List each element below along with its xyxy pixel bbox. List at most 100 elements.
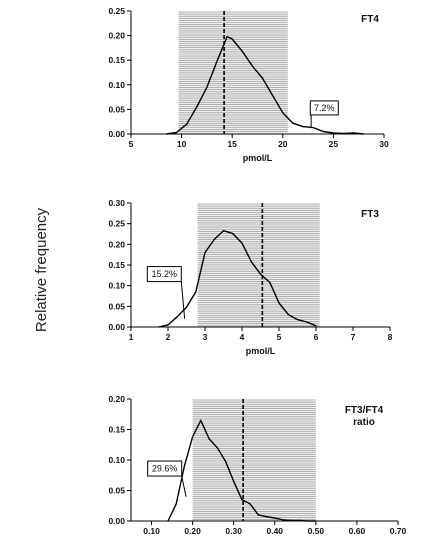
x-tick-label: 0.30 xyxy=(225,526,242,536)
y-tick-label: 0.05 xyxy=(108,486,125,496)
frequency-point xyxy=(196,106,198,108)
frequency-point xyxy=(241,242,243,244)
x-tick-label: 20 xyxy=(278,139,288,149)
frequency-point xyxy=(257,514,259,516)
x-tick-label: 1 xyxy=(129,332,134,342)
annotation-box xyxy=(309,100,339,116)
frequency-point xyxy=(363,133,365,135)
x-tick-label: 0.50 xyxy=(308,526,325,536)
frequency-point xyxy=(307,520,309,522)
x-tick-label: 8 xyxy=(388,332,393,342)
frequency-point xyxy=(183,465,185,467)
y-tick-label: 0.15 xyxy=(108,425,125,435)
x-tick-label: 5 xyxy=(277,332,282,342)
x-axis-label: pmol/L xyxy=(243,153,273,163)
frequency-point xyxy=(342,132,345,135)
panel-title-line: FT3/FT4 xyxy=(345,405,384,416)
ft3-panel: 1 2 3 4 5 6 7 8 0.00 0.05 0.10 0.15 0.20 0.25 0.30 pmol… xyxy=(108,198,392,356)
y-tick-label: 0.15 xyxy=(108,55,125,65)
frequency-point xyxy=(226,36,228,38)
annotation-label: 7.2% xyxy=(314,103,335,113)
ft3-ft4-ratio-panel: 0.10 0.20 0.30 0.40 0.50 0.60 0.70 0.00 0.05 0.10… xyxy=(108,394,406,536)
frequency-point xyxy=(167,520,169,522)
frequency-point xyxy=(213,238,215,240)
y-tick-label: 0.20 xyxy=(108,31,125,41)
frequency-point xyxy=(269,281,271,283)
x-axis-label: pmol/L xyxy=(246,346,276,356)
frequency-point xyxy=(233,480,235,482)
frequency-point xyxy=(222,230,225,232)
x-tick-label: 0.40 xyxy=(266,526,283,536)
y-tick-label: 0.10 xyxy=(108,281,125,291)
frequency-point xyxy=(312,127,314,129)
x-tick-label: 25 xyxy=(329,139,339,149)
frequency-point xyxy=(290,519,292,522)
annotation-box xyxy=(146,266,182,283)
frequency-point xyxy=(158,326,160,328)
frequency-point xyxy=(278,302,280,304)
frequency-point xyxy=(250,261,252,263)
frequency-point xyxy=(195,291,197,293)
frequency-point xyxy=(302,126,304,128)
frequency-point xyxy=(282,112,284,114)
frequency-point xyxy=(185,306,188,308)
frequency-point xyxy=(332,132,334,134)
frequency-point xyxy=(251,65,253,67)
frequency-point xyxy=(306,321,308,323)
frequency-point xyxy=(287,314,289,316)
panel-title: FT3/FT4 ratio xyxy=(345,405,384,428)
frequency-point xyxy=(259,273,262,275)
x-tick-label: 30 xyxy=(379,139,389,149)
frequency-point xyxy=(176,316,178,318)
frequency-point xyxy=(231,38,233,40)
frequency-point xyxy=(241,50,243,52)
frequency-point xyxy=(224,460,227,462)
x-tick-label: 2 xyxy=(166,332,171,342)
frequency-point xyxy=(292,122,294,124)
frequency-point xyxy=(232,233,234,235)
x-tick-label: 5 xyxy=(129,139,134,149)
y-tick-label: 0.15 xyxy=(108,260,125,270)
x-tick-label: 0.20 xyxy=(184,526,201,536)
reference-range-shade xyxy=(178,11,288,134)
frequency-point xyxy=(315,325,317,327)
x-tick-label: 0.60 xyxy=(349,526,366,536)
x-tick-label: 0.10 xyxy=(143,526,160,536)
y-tick-label: 0.20 xyxy=(108,239,125,249)
frequency-point xyxy=(208,438,210,440)
frequency-point xyxy=(315,520,317,522)
frequency-point xyxy=(274,517,276,519)
frequency-point xyxy=(175,503,177,505)
frequency-point xyxy=(216,60,218,62)
panel-title: FT3 xyxy=(361,209,379,220)
x-tick-label: 15 xyxy=(227,139,237,149)
y-tick-label: 0.00 xyxy=(108,129,125,139)
x-tick-label: 10 xyxy=(177,139,187,149)
frequency-point xyxy=(165,133,167,135)
y-tick-label: 0.05 xyxy=(108,104,125,114)
frequency-point xyxy=(175,131,178,134)
y-tick-label: 0.00 xyxy=(108,322,125,332)
figure-y-axis-label: Relative frequency xyxy=(33,207,50,332)
frequency-point xyxy=(272,95,274,97)
frequency-point xyxy=(192,436,194,438)
frequency-point xyxy=(353,132,355,134)
frequency-point xyxy=(241,499,243,501)
frequency-point xyxy=(282,519,284,521)
annotation-label: 15.2% xyxy=(152,269,178,279)
frequency-point xyxy=(249,503,251,505)
y-tick-label: 0.25 xyxy=(108,219,125,229)
frequency-point xyxy=(167,324,169,326)
frequency-point xyxy=(266,516,268,518)
reference-range-hatching xyxy=(192,399,316,521)
x-tick-label: 4 xyxy=(240,332,245,342)
frequency-point xyxy=(186,123,188,125)
panel-title-line: FT4 xyxy=(361,14,379,25)
x-tick-label: 6 xyxy=(314,332,319,342)
frequency-point xyxy=(298,519,300,522)
y-tick-label: 0.05 xyxy=(108,301,125,311)
y-tick-label: 0.20 xyxy=(108,394,125,404)
y-tick-label: 0.00 xyxy=(108,516,125,526)
frequency-point xyxy=(216,447,218,449)
